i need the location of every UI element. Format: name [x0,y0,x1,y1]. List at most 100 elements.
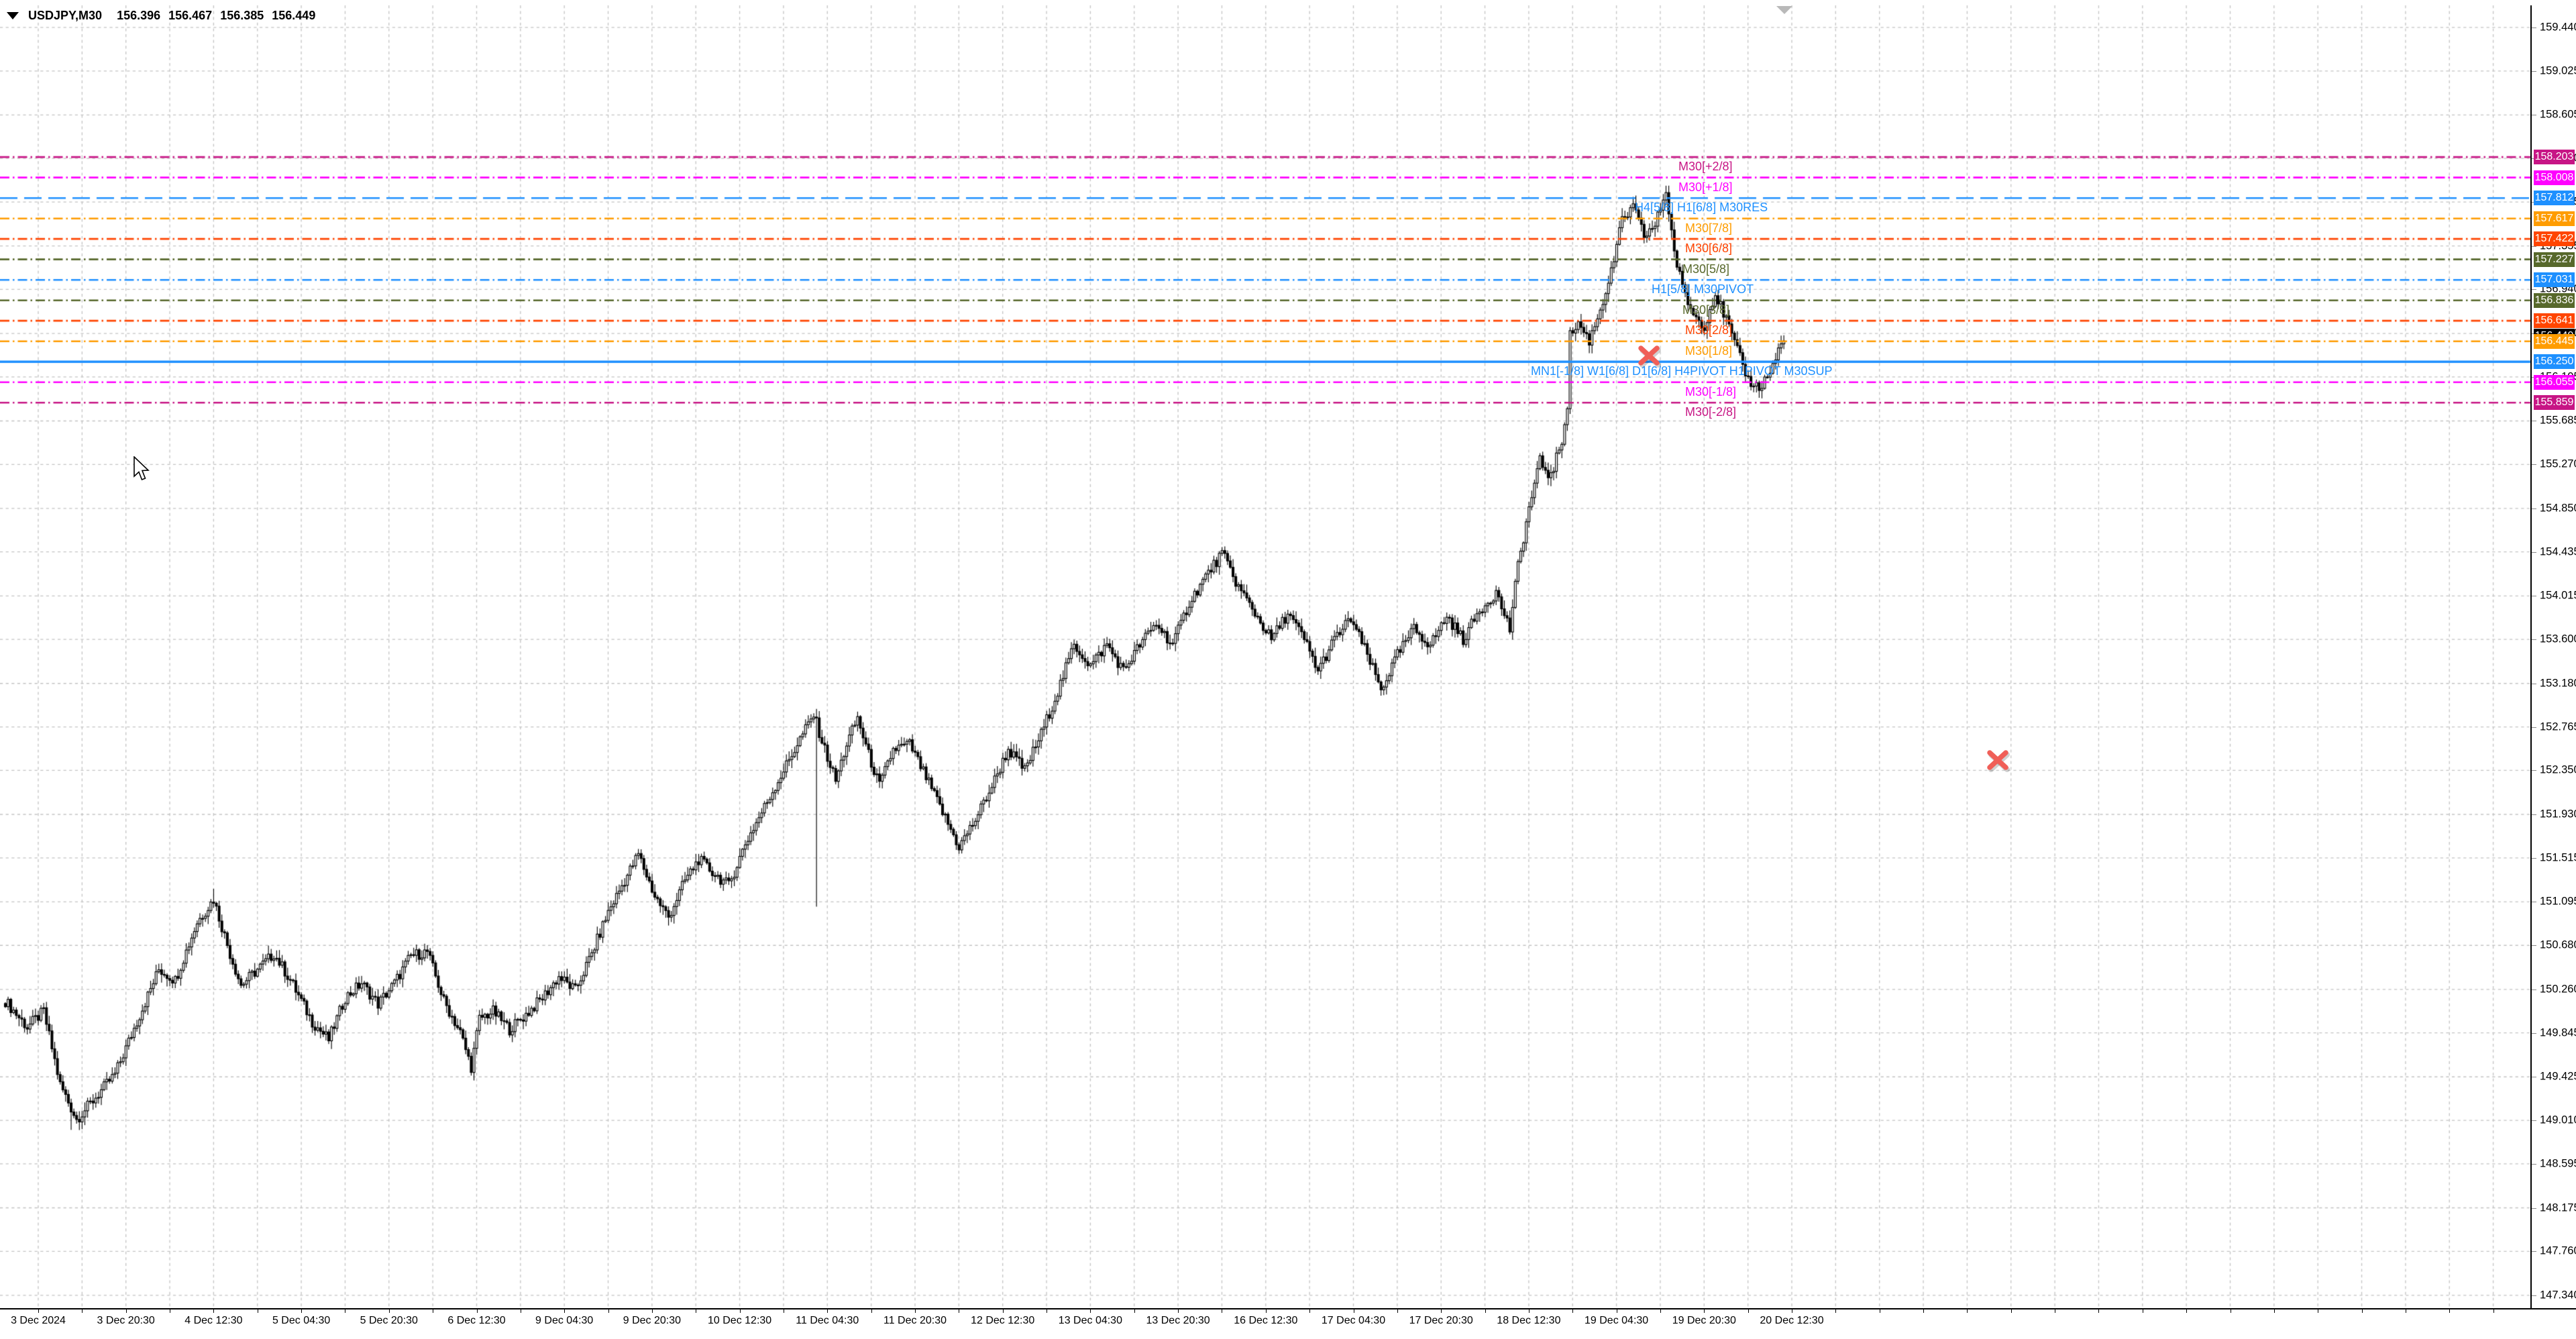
symbol-dropdown-icon[interactable] [7,12,19,19]
time-tick-mark [1748,1309,1749,1313]
time-axis-label: 9 Dec 04:30 [535,1315,594,1326]
price-tick-mark [2531,70,2536,72]
time-tick-mark [82,1309,83,1313]
time-tick-mark [1397,1309,1398,1313]
time-tick-mark [1441,1309,1442,1313]
chart-title-symbol: USDJPY,M30 [28,9,103,22]
price-axis-label: 151.095 [2540,895,2576,908]
time-tick-mark [2361,1309,2363,1313]
time-tick-mark [1090,1309,1091,1313]
time-axis-label: 4 Dec 12:30 [184,1315,243,1326]
time-axis-label: 11 Dec 04:30 [796,1315,859,1326]
time-axis-label: 16 Dec 12:30 [1234,1315,1298,1326]
time-tick-mark [2098,1309,2100,1313]
time-tick-mark [1134,1309,1135,1313]
time-axis-label: 3 Dec 2024 [11,1315,66,1326]
price-axis-label: 152.765 [2540,720,2576,733]
mouse-cursor-icon [133,456,150,481]
time-axis-label: 13 Dec 04:30 [1058,1315,1122,1326]
price-axis-label: 158.605 [2540,108,2576,121]
time-tick-mark [915,1309,916,1313]
price-axis-label: 148.595 [2540,1157,2576,1170]
sell-cross-mark-icon[interactable] [1984,747,2014,775]
price-axis-label: 147.340 [2540,1289,2576,1301]
level-price-badge: 158.203 [2534,150,2575,165]
price-axis-label: 154.015 [2540,589,2576,602]
price-tick-mark [2531,551,2536,553]
time-tick-mark [1923,1309,1925,1313]
time-tick-mark [213,1309,215,1313]
price-tick-mark [2531,814,2536,815]
price-tick-mark [2531,770,2536,771]
time-tick-mark [651,1309,653,1313]
level-label: H1[5/8] M30PIVOT [1652,282,1754,297]
level-price-badge: 155.859 [2534,395,2575,411]
time-axis-label: 17 Dec 04:30 [1321,1315,1386,1326]
level-label: H4[5/8] H1[6/8] M30RES [1635,201,1768,215]
price-axis-label: 154.435 [2540,545,2576,558]
level-label: M30[7/8] [1685,221,1733,235]
time-tick-mark [1265,1309,1267,1313]
price-axis-label: 151.930 [2540,808,2576,820]
time-tick-mark [564,1309,566,1313]
price-tick-mark [2531,1120,2536,1122]
price-axis-label: 150.260 [2540,983,2576,996]
time-tick-mark [871,1309,872,1313]
time-tick-mark [2273,1309,2275,1313]
sell-cross-mark-icon[interactable] [1635,342,1665,370]
level-price-badge: 157.031 [2534,272,2575,288]
time-tick-mark [125,1309,127,1313]
price-axis-label: 149.845 [2540,1026,2576,1039]
level-label: M30[+2/8] [1678,160,1733,174]
time-tick-mark [1178,1309,1179,1313]
level-price-badge: 156.445 [2534,333,2575,349]
time-axis-label: 17 Dec 20:30 [1409,1315,1473,1326]
price-tick-mark [2531,1251,2536,1252]
time-tick-mark [1046,1309,1048,1313]
time-axis-label: 19 Dec 04:30 [1585,1315,1649,1326]
price-axis-label: 149.010 [2540,1114,2576,1126]
level-label: M30[2/8] [1685,323,1733,337]
price-tick-mark [2531,289,2536,290]
time-axis-label: 11 Dec 20:30 [883,1315,947,1326]
time-axis-label: 20 Dec 12:30 [1760,1315,1824,1326]
level-price-badge: 157.227 [2534,252,2575,267]
time-axis-label: 5 Dec 20:30 [360,1315,418,1326]
chart-shift-triangle-icon[interactable] [1776,6,1792,14]
price-axis-label: 150.680 [2540,939,2576,951]
price-axis-label: 148.175 [2540,1201,2576,1214]
time-axis-label: 3 Dec 20:30 [97,1315,155,1326]
time-axis-label: 5 Dec 04:30 [272,1315,331,1326]
level-label: M30[6/8] [1685,242,1733,256]
time-axis-label: 18 Dec 12:30 [1497,1315,1561,1326]
price-axis-label: 147.760 [2540,1244,2576,1257]
time-tick-mark [388,1309,390,1313]
level-price-badge: 157.812 [2534,191,2575,206]
price-tick-mark [2531,464,2536,466]
time-tick-mark [38,1309,39,1313]
level-label: M30[-1/8] [1685,384,1737,398]
price-axis-label: 155.270 [2540,458,2576,470]
time-tick-mark [1835,1309,1837,1313]
level-label: M30[3/8] [1682,303,1730,317]
chart-header: USDJPY,M30 156.396 156.467 156.385 156.4… [7,9,315,23]
time-tick-mark [476,1309,478,1313]
level-price-badge: 156.055 [2534,374,2575,390]
level-label: M30[-2/8] [1685,405,1737,419]
time-tick-mark [827,1309,828,1313]
price-tick-mark [2531,639,2536,641]
time-axis-label: 10 Dec 12:30 [708,1315,772,1326]
price-axis-border [2530,5,2532,1309]
time-tick-mark [301,1309,303,1313]
level-price-badge: 156.250 [2534,354,2575,370]
price-tick-mark [2531,989,2536,990]
price-axis-label: 155.685 [2540,414,2576,427]
level-price-badge: 156.836 [2534,292,2575,308]
level-price-badge: 158.008 [2534,170,2575,185]
chart-ohlc-values: 156.396 156.467 156.385 156.449 [117,9,316,22]
price-tick-mark [2531,1163,2536,1165]
time-tick-mark [2493,1309,2494,1313]
time-tick-mark [2186,1309,2188,1313]
price-axis-label: 159.440 [2540,21,2576,34]
